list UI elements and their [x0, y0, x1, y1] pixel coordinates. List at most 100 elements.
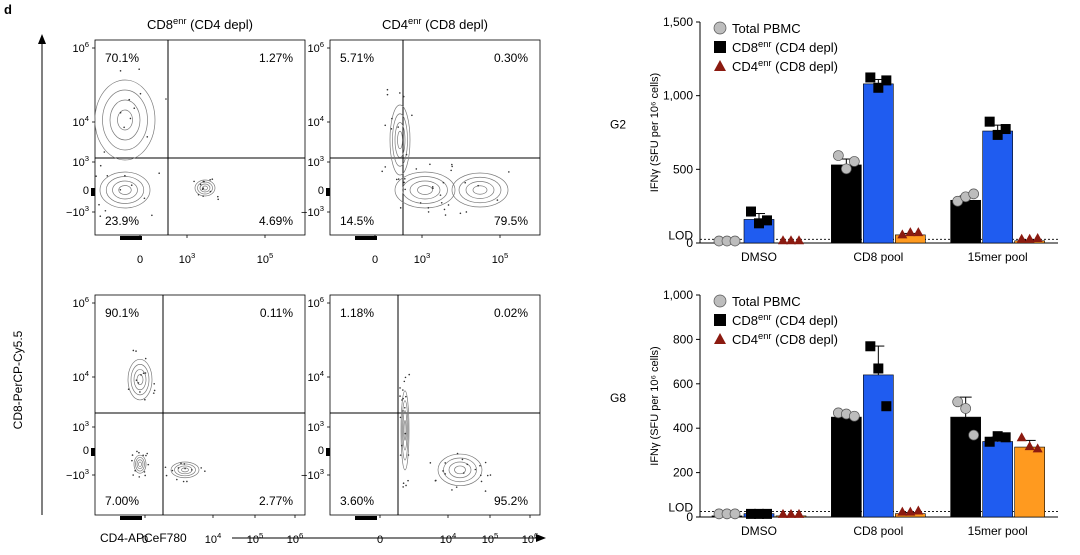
flow-x-tick: 106 [522, 531, 539, 546]
flow-y-tick: 104 [307, 369, 324, 384]
event-dot [153, 382, 155, 385]
flow-y-tick-base: −10 [66, 470, 85, 482]
event-dot [127, 388, 130, 391]
data-point [746, 508, 756, 519]
event-dot [429, 163, 431, 166]
contour-line [448, 461, 472, 479]
contour-line [472, 185, 488, 195]
event-dot [399, 207, 402, 209]
flow-x-tick: 105 [492, 251, 509, 266]
contour-line [105, 176, 145, 204]
event-dot [142, 372, 145, 375]
contour-line [394, 122, 406, 158]
flow-y-tick-base: −10 [301, 207, 320, 219]
flow-y-tick: 106 [72, 40, 89, 55]
flow-x-tick-exp: 4 [217, 531, 222, 540]
flow-y-tick: 106 [72, 295, 89, 310]
column-title-1-rest: (CD8 depl) [422, 17, 488, 32]
event-dot [183, 463, 186, 465]
flow-x-tick-base: 0 [372, 254, 378, 266]
event-dot [104, 209, 107, 212]
event-dot [442, 470, 444, 472]
data-point [968, 188, 980, 200]
flow-x-tick-exp: 3 [191, 251, 195, 260]
flow-y-tick-exp: 3 [85, 467, 89, 476]
event-dot [165, 98, 167, 100]
event-dot [152, 392, 155, 394]
bar-chart-G2: 0 500 1,000 1,500 IFNγ (SFU per 10⁶ cells) G2… [610, 15, 1058, 264]
event-dot [484, 490, 487, 492]
event-dot [407, 479, 409, 482]
data-point [968, 429, 980, 441]
panel-label: d [4, 2, 12, 17]
legend-label-2-main: CD4 [732, 59, 758, 74]
legend-label-1-main: CD8 [732, 40, 758, 55]
y-axis-label: IFNγ (SFU per 10⁶ cells) [649, 73, 661, 192]
data-point [881, 401, 892, 412]
flow-y-tick: −103 [66, 204, 89, 219]
event-dot [459, 212, 462, 215]
event-dot [211, 178, 214, 180]
event-dot [137, 382, 140, 384]
quadrant-lr: 2.77% [259, 494, 293, 508]
flow-plot-frame [94, 294, 306, 516]
flow-x-tick-base: 10 [179, 254, 191, 266]
event-dot [399, 395, 401, 397]
quadrant-ul: 1.18% [340, 306, 374, 320]
flow-x-tick: 0 [142, 534, 148, 546]
legend-label-1: CD8enr (CD4 depl) [732, 312, 838, 328]
event-dot [209, 190, 212, 193]
event-dot [444, 214, 447, 216]
flow-y-tick: 0 [318, 445, 324, 457]
flow-y-tick: 104 [72, 369, 89, 384]
category-label: DMSO [741, 524, 777, 538]
flow-x-tick-base: 10 [257, 254, 269, 266]
event-dot [447, 204, 450, 206]
event-dot [151, 214, 153, 217]
event-dot [146, 452, 149, 455]
event-dot [95, 175, 97, 177]
event-dot [128, 98, 131, 101]
flow-x-tick-base: 10 [205, 534, 217, 546]
flow-y-tick-exp: 3 [85, 419, 89, 428]
data-point [754, 508, 764, 519]
flow-y-tick-exp: 6 [85, 40, 89, 49]
event-dot [443, 208, 446, 211]
y-tick-label: 0 [686, 510, 693, 524]
event-dot [462, 472, 465, 474]
flow-y-tick: 103 [307, 154, 324, 169]
data-point [905, 506, 916, 516]
data-point [754, 218, 764, 229]
data-point [992, 129, 1003, 140]
flow-y-tick-base: 10 [307, 372, 319, 384]
event-dot [415, 168, 418, 170]
flow-y-tick-exp: 4 [85, 114, 90, 123]
flow-y-tick-exp: 3 [85, 154, 89, 163]
quadrant-lr: 79.5% [494, 214, 528, 228]
legend-label-1-sup: enr [758, 312, 772, 322]
quadrant-ur: 0.30% [494, 51, 528, 65]
contour-line [443, 457, 477, 483]
event-dot [158, 172, 160, 175]
event-dot [135, 379, 138, 382]
y-axis-label: IFNγ (SFU per 10⁶ cells) [649, 346, 661, 465]
event-dot [399, 387, 401, 389]
data-point [746, 206, 756, 217]
data-point [794, 508, 804, 518]
event-dot [405, 395, 407, 398]
event-dot [145, 454, 147, 457]
category-label: DMSO [741, 250, 777, 264]
contour-line [400, 390, 410, 471]
flow-y-tick-exp: 3 [320, 467, 324, 476]
event-dot [391, 117, 393, 120]
event-dot [106, 174, 109, 177]
event-dot [134, 469, 136, 472]
event-dot [203, 180, 205, 183]
quadrant-ll: 7.00% [105, 494, 139, 508]
contour-line [133, 369, 147, 391]
quadrant-ul: 5.71% [340, 51, 374, 65]
flow-y-tick-exp: 3 [320, 154, 324, 163]
event-dot [403, 406, 406, 409]
y-tick-label: 500 [673, 162, 693, 176]
